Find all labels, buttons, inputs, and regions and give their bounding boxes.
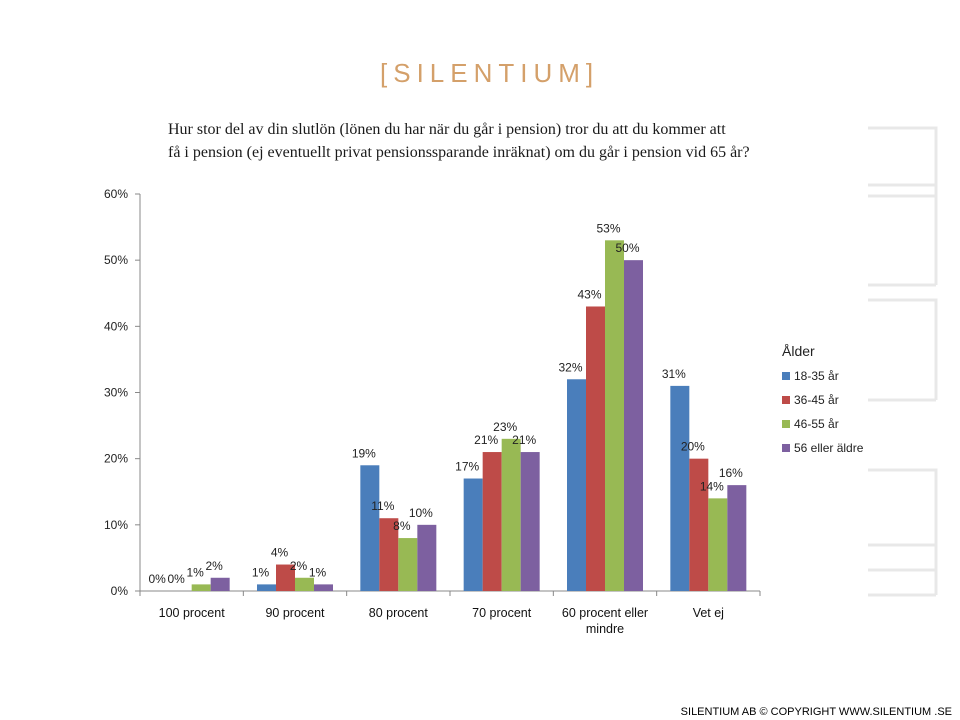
data-label: 1%: [252, 565, 270, 579]
data-label: 10%: [409, 506, 433, 520]
data-label: 19%: [352, 446, 376, 460]
legend-swatch: [782, 396, 790, 404]
bracket-shape-3: [868, 468, 938, 572]
bar: [295, 577, 314, 591]
x-tick-label: 100 procent: [159, 606, 226, 620]
bracket-shape-1: [868, 183, 938, 287]
legend-entry: 36-45 år: [794, 393, 839, 407]
x-tick-label: 60 procent eller mindre: [562, 606, 648, 636]
data-label: 1%: [309, 565, 327, 579]
data-label: 4%: [271, 546, 289, 560]
bracket-shape-2: [868, 298, 938, 402]
y-tick-label: 40%: [104, 319, 128, 333]
y-tick-label: 0%: [111, 584, 129, 598]
data-label: 53%: [596, 221, 620, 235]
bar: [624, 260, 643, 591]
silentium-logo: [SILENTIUM]: [380, 58, 600, 88]
data-label: 17%: [455, 460, 479, 474]
data-label: 16%: [719, 466, 743, 480]
survey-question: Hur stor del av din slutlön (lönen du ha…: [168, 118, 808, 164]
data-label: 2%: [290, 559, 308, 573]
data-label: 32%: [558, 360, 582, 374]
bar: [708, 498, 728, 591]
bar: [727, 485, 747, 591]
copyright-footer: SILENTIUM AB © COPYRIGHT WWW.SILENTIUM .…: [680, 706, 952, 718]
bar: [257, 584, 276, 591]
data-label: 43%: [577, 287, 601, 301]
bar: [586, 306, 605, 591]
data-label: 0%: [148, 572, 166, 586]
y-tick-label: 20%: [104, 452, 128, 466]
x-tick-label: 70 procent: [472, 606, 532, 620]
data-label: 21%: [474, 433, 498, 447]
data-label: 14%: [700, 479, 724, 493]
bar: [379, 518, 399, 591]
legend-swatch: [782, 372, 790, 380]
legend-entry: 46-55 år: [794, 417, 839, 431]
bar: [567, 379, 586, 591]
data-label: 8%: [393, 519, 411, 533]
bracket-shape-4: [868, 543, 938, 597]
y-tick-label: 30%: [104, 386, 128, 400]
y-tick-label: 50%: [104, 253, 128, 267]
data-label: 31%: [662, 367, 686, 381]
bar: [689, 458, 709, 591]
bar: [360, 465, 380, 591]
legend-title: Ålder: [782, 343, 815, 359]
bar: [314, 584, 333, 591]
question-line-2: få i pension (ej eventuellt privat pensi…: [168, 144, 750, 161]
y-tick-label: 10%: [104, 518, 128, 532]
bar: [191, 584, 211, 591]
x-tick-label: 90 procent: [265, 606, 325, 620]
data-label: 1%: [186, 565, 204, 579]
bar: [398, 538, 418, 591]
bar: [482, 452, 502, 591]
data-label: 23%: [493, 420, 517, 434]
y-tick-label: 60%: [104, 187, 128, 201]
legend-swatch: [782, 420, 790, 428]
x-tick-label: 80 procent: [369, 606, 429, 620]
data-label: 2%: [205, 559, 223, 573]
bar: [417, 524, 437, 591]
bar: [670, 385, 690, 591]
bracket-decoration: [868, 126, 938, 597]
data-label: 20%: [681, 440, 705, 454]
legend-entry: 56 eller äldre: [794, 441, 864, 455]
bar: [210, 577, 230, 591]
data-label: 0%: [167, 572, 185, 586]
x-tick-label: Vet ej: [693, 606, 724, 620]
legend-entry: 18-35 år: [794, 369, 839, 383]
bar: [276, 564, 295, 591]
bar: [463, 478, 483, 591]
bar: [501, 438, 521, 591]
bar: [520, 452, 540, 591]
data-label: 11%: [371, 499, 394, 513]
bar: [605, 240, 624, 592]
question-line-1: Hur stor del av din slutlön (lönen du ha…: [168, 121, 726, 138]
legend-swatch: [782, 444, 790, 452]
bracket-shape-0: [868, 126, 938, 198]
data-label: 21%: [512, 433, 536, 447]
data-label: 50%: [615, 241, 639, 255]
